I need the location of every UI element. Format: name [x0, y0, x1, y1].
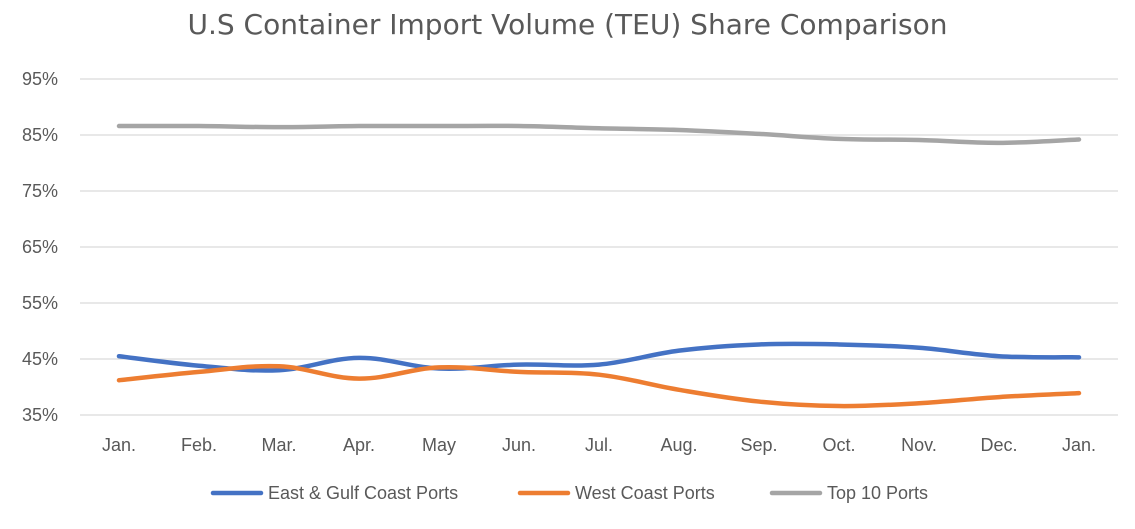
- series-line-3: [116, 123, 1082, 146]
- gridlines: [80, 78, 1118, 416]
- x-tick-label: Mar.: [261, 435, 296, 455]
- y-tick-label: 85%: [22, 125, 58, 145]
- x-tick-label: Sep.: [740, 435, 777, 455]
- x-tick-label: Dec.: [980, 435, 1017, 455]
- legend: East & Gulf Coast Ports West Coast Ports T…: [210, 483, 928, 503]
- legend-label: East & Gulf Coast Ports: [268, 483, 458, 503]
- x-tick-label: Jul.: [585, 435, 613, 455]
- y-axis-ticks: 35% 45% 55% 65% 75% 85% 95%: [22, 69, 58, 425]
- x-tick-label: Nov.: [901, 435, 937, 455]
- x-tick-label: Aug.: [660, 435, 697, 455]
- series-lines: [116, 123, 1082, 409]
- x-axis-ticks: Jan. Feb. Mar. Apr. May Jun. Jul. Aug. Sep. Oct. N…: [102, 435, 1096, 455]
- y-tick-label: 75%: [22, 181, 58, 201]
- x-tick-label: Apr.: [343, 435, 375, 455]
- y-tick-label: 65%: [22, 237, 58, 257]
- x-tick-label: Feb.: [181, 435, 217, 455]
- y-tick-label: 55%: [22, 293, 58, 313]
- chart-title: U.S Container Import Volume (TEU) Share …: [187, 8, 948, 41]
- legend-label: Top 10 Ports: [827, 483, 928, 503]
- y-tick-label: 35%: [22, 405, 58, 425]
- y-tick-label: 45%: [22, 349, 58, 369]
- x-tick-label: May: [422, 435, 456, 455]
- y-tick-label: 95%: [22, 69, 58, 89]
- x-tick-label: Jan.: [102, 435, 136, 455]
- x-tick-label: Jan.: [1062, 435, 1096, 455]
- series-line-1: [116, 341, 1082, 373]
- x-tick-label: Oct.: [822, 435, 855, 455]
- legend-label: West Coast Ports: [575, 483, 715, 503]
- x-tick-label: Jun.: [502, 435, 536, 455]
- series-line-2: [116, 363, 1082, 409]
